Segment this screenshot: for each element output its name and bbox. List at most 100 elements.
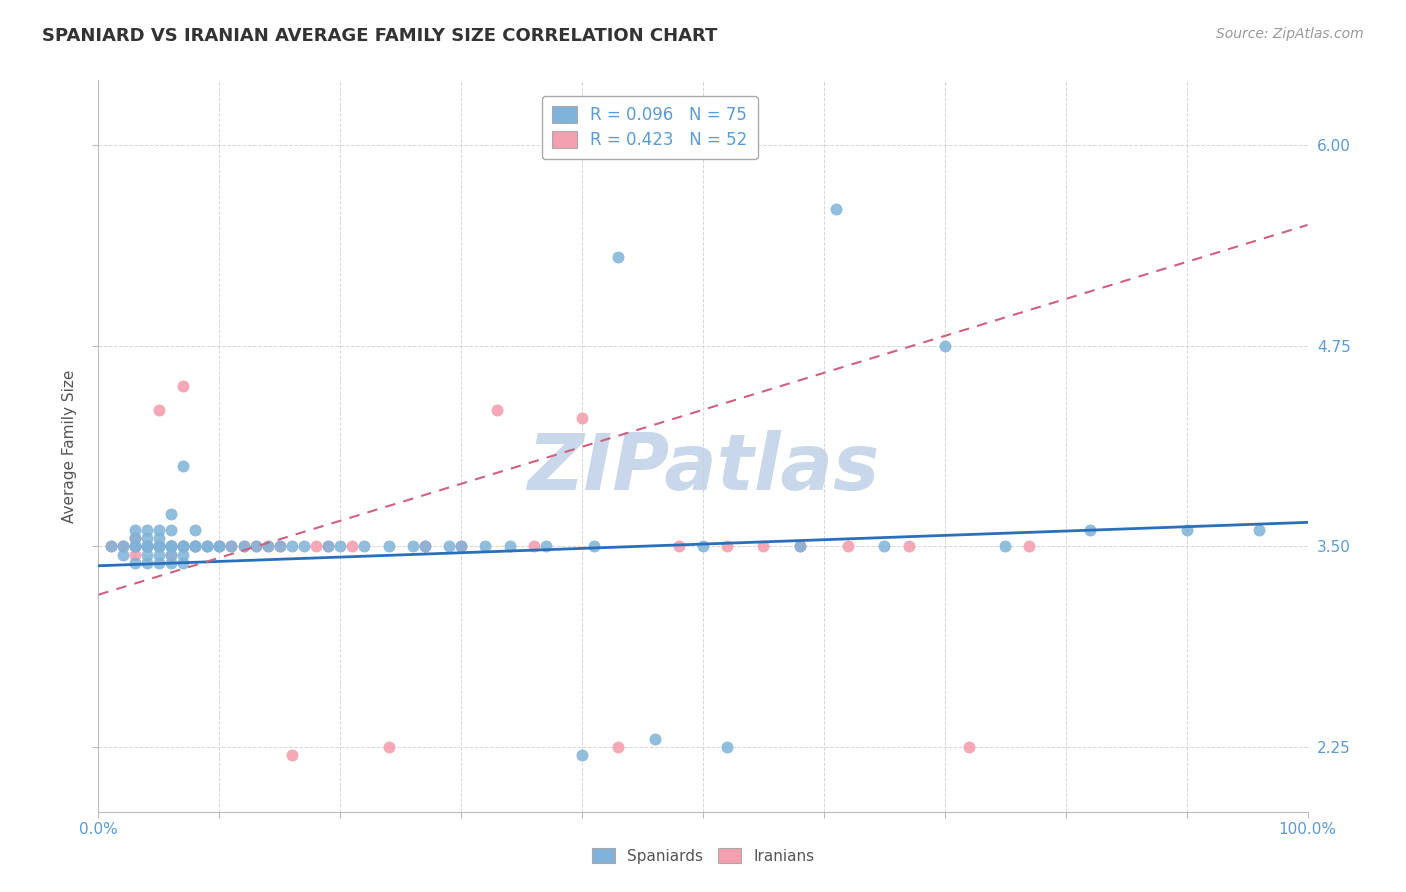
Point <box>148 402 170 417</box>
Point <box>111 540 134 554</box>
Point <box>221 540 243 554</box>
Point <box>450 540 472 554</box>
Point <box>148 540 170 554</box>
Point <box>172 548 194 562</box>
Point <box>172 459 194 474</box>
Point <box>111 540 134 554</box>
Point <box>245 540 267 554</box>
Point <box>402 540 425 554</box>
Point <box>716 740 738 755</box>
Point <box>450 540 472 554</box>
Point <box>897 540 920 554</box>
Point <box>208 540 231 554</box>
Point <box>789 540 811 554</box>
Point <box>100 540 122 554</box>
Point <box>124 540 146 554</box>
Point <box>413 540 436 554</box>
Point <box>837 540 859 554</box>
Point <box>148 540 170 554</box>
Point <box>184 524 207 538</box>
Point <box>195 540 218 554</box>
Point <box>160 540 183 554</box>
Point <box>124 532 146 546</box>
Point <box>148 540 170 554</box>
Point <box>498 540 520 554</box>
Point <box>160 540 183 554</box>
Point <box>100 540 122 554</box>
Point <box>184 540 207 554</box>
Point <box>160 556 183 570</box>
Point <box>994 540 1017 554</box>
Point <box>583 540 606 554</box>
Point <box>160 540 183 554</box>
Point <box>135 540 157 554</box>
Point <box>148 556 170 570</box>
Point <box>148 524 170 538</box>
Point <box>135 540 157 554</box>
Point <box>232 540 254 554</box>
Point <box>135 540 157 554</box>
Point <box>377 540 399 554</box>
Point <box>607 740 630 755</box>
Text: SPANIARD VS IRANIAN AVERAGE FAMILY SIZE CORRELATION CHART: SPANIARD VS IRANIAN AVERAGE FAMILY SIZE … <box>42 27 717 45</box>
Point <box>413 540 436 554</box>
Point <box>135 540 157 554</box>
Point <box>172 540 194 554</box>
Point <box>160 540 183 554</box>
Point <box>160 540 183 554</box>
Point <box>316 540 339 554</box>
Point <box>160 540 183 554</box>
Point <box>256 540 278 554</box>
Point <box>184 540 207 554</box>
Point <box>148 540 170 554</box>
Point <box>172 540 194 554</box>
Point <box>208 540 231 554</box>
Point <box>148 532 170 546</box>
Point <box>135 524 157 538</box>
Point <box>353 540 375 554</box>
Point <box>1175 524 1198 538</box>
Point <box>124 524 146 538</box>
Point <box>184 540 207 554</box>
Point <box>208 540 231 554</box>
Point <box>135 532 157 546</box>
Point <box>148 540 170 554</box>
Point <box>160 548 183 562</box>
Point <box>607 250 630 264</box>
Point <box>486 402 509 417</box>
Point <box>342 540 364 554</box>
Point <box>269 540 291 554</box>
Point <box>692 540 714 554</box>
Point <box>148 540 170 554</box>
Point <box>124 540 146 554</box>
Point <box>135 540 157 554</box>
Point <box>571 748 593 763</box>
Point <box>377 740 399 755</box>
Point <box>789 540 811 554</box>
Y-axis label: Average Family Size: Average Family Size <box>62 369 77 523</box>
Point <box>1018 540 1040 554</box>
Point <box>752 540 775 554</box>
Point <box>135 548 157 562</box>
Point <box>111 548 134 562</box>
Point <box>195 540 218 554</box>
Point <box>160 508 183 522</box>
Point <box>135 540 157 554</box>
Point <box>571 410 593 425</box>
Point <box>135 540 157 554</box>
Point <box>281 748 304 763</box>
Point <box>172 556 194 570</box>
Text: ZIPatlas: ZIPatlas <box>527 430 879 506</box>
Point <box>124 540 146 554</box>
Point <box>934 338 956 352</box>
Point <box>172 540 194 554</box>
Point <box>329 540 352 554</box>
Point <box>124 548 146 562</box>
Point <box>474 540 496 554</box>
Point <box>281 540 304 554</box>
Point <box>1078 524 1101 538</box>
Point <box>135 556 157 570</box>
Point <box>316 540 339 554</box>
Point <box>716 540 738 554</box>
Point <box>184 540 207 554</box>
